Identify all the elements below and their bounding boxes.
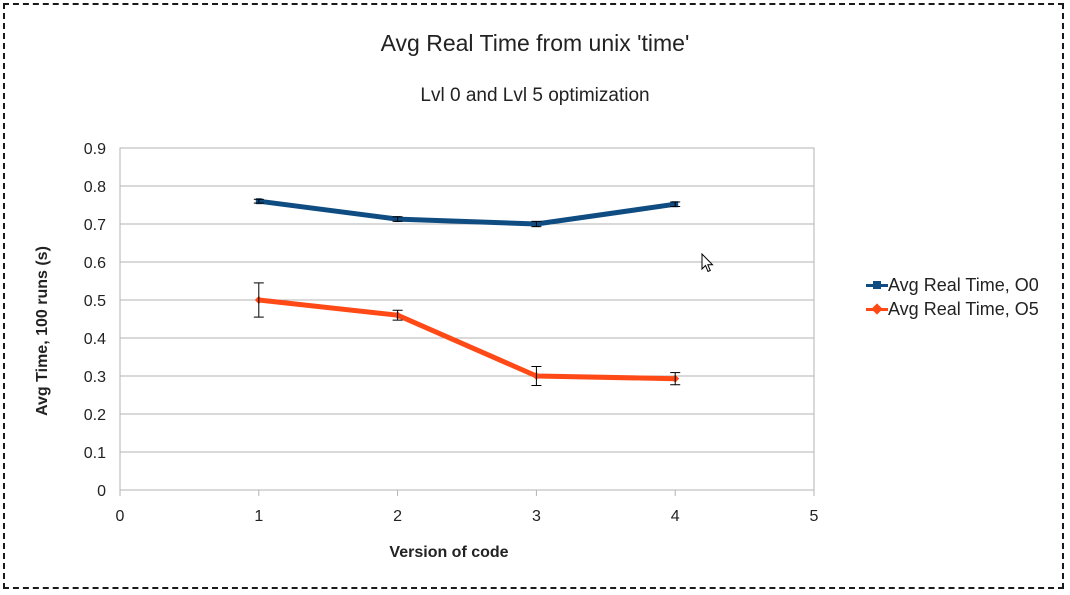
legend-label-o0: Avg Real Time, O0 <box>888 274 1039 295</box>
chart-frame <box>3 3 1064 589</box>
y-tick-label: 0.3 <box>84 369 106 386</box>
legend-swatch-o5 <box>866 303 888 315</box>
plot-border <box>119 147 815 491</box>
series-line-0 <box>256 198 678 227</box>
error-bar <box>392 309 403 321</box>
legend-item-o5: Avg Real Time, O5 <box>866 297 1039 321</box>
error-bar <box>392 216 403 222</box>
legend-label-o5: Avg Real Time, O5 <box>888 298 1039 319</box>
legend: Avg Real Time, O0 Avg Real Time, O5 <box>866 273 1039 321</box>
y-tick-label: 0.5 <box>84 293 106 310</box>
chart-subtitle: Lvl 0 and Lvl 5 optimization <box>420 85 650 106</box>
series-line-1 <box>256 297 678 382</box>
x-tick-label: 0 <box>116 508 125 525</box>
error-bar <box>670 372 681 386</box>
x-tick-label: 2 <box>393 508 402 525</box>
x-axis-label: Version of code <box>389 544 509 561</box>
x-tick-label: 3 <box>532 508 541 525</box>
error-bar <box>253 282 264 318</box>
error-bar <box>531 366 542 386</box>
legend-swatch-o0 <box>866 279 888 291</box>
x-tick-label: 4 <box>671 508 680 525</box>
y-tick-label: 0.1 <box>84 445 106 462</box>
mouse-pointer-icon <box>701 253 714 273</box>
legend-item-o0: Avg Real Time, O0 <box>866 273 1039 297</box>
y-tick-label: 0.7 <box>84 217 106 234</box>
x-tick-label: 1 <box>254 508 263 525</box>
chart-title: Avg Real Time from unix 'time' <box>380 30 690 56</box>
error-bar <box>253 198 264 204</box>
y-tick-label: 0.8 <box>84 179 106 196</box>
y-tick-label: 0.2 <box>84 407 106 424</box>
y-tick-label: 0 <box>97 483 106 500</box>
error-bar <box>670 201 681 208</box>
y-tick-label: 0.6 <box>84 255 106 272</box>
error-bar <box>531 220 542 228</box>
x-tick-label: 5 <box>810 508 819 525</box>
y-tick-label: 0.4 <box>84 331 106 348</box>
y-tick-label: 0.9 <box>84 141 106 158</box>
